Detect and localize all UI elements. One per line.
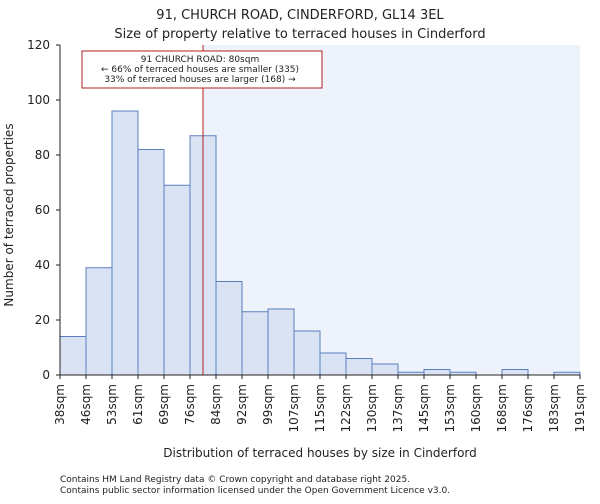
chart-title: 91, CHURCH ROAD, CINDERFORD, GL14 3EL [156,8,444,23]
y-tick-label: 80 [35,148,50,162]
bar-61sqm [137,149,165,376]
x-axis-label: Distribution of terraced houses by size … [163,446,477,460]
bar-69sqm [163,184,191,376]
bar-84sqm [215,281,243,376]
bar-53sqm [111,110,139,376]
bar-130sqm [371,363,399,376]
x-tick-label: 130sqm [365,384,379,432]
x-tick-label: 191sqm [573,384,587,432]
x-tick-label: 76sqm [183,384,197,425]
bar-38sqm [59,336,87,376]
x-tick-label: 168sqm [495,384,509,432]
y-axis-label: Number of terraced properties [2,123,16,306]
annotation-box: 91 CHURCH ROAD: 80sqm ← 66% of terraced … [81,50,323,89]
bar-168sqm [501,369,529,376]
x-tick-label: 84sqm [209,384,223,425]
annotation-line-2: ← 66% of terraced houses are smaller (33… [101,65,299,75]
y-tick-label: 100 [27,93,50,107]
x-tick-label: 107sqm [287,384,301,432]
bar-122sqm [345,358,373,376]
annotation-line-3: 33% of terraced houses are larger (168) … [104,75,296,85]
bar-99sqm [267,308,295,376]
x-tick-label: 122sqm [339,384,353,432]
y-tick-label: 60 [35,203,50,217]
footer-line-1: Contains HM Land Registry data © Crown c… [60,475,410,485]
bar-145sqm [423,369,451,376]
x-tick-label: 99sqm [261,384,275,425]
bar-92sqm [241,311,269,376]
x-tick-label: 92sqm [235,384,249,425]
x-tick-label: 46sqm [79,384,93,425]
x-tick-label: 69sqm [157,384,171,425]
x-tick-label: 38sqm [53,384,67,425]
x-tick-label: 115sqm [313,384,327,432]
annotation-border [81,50,323,89]
x-tick-label: 61sqm [131,384,145,425]
y-tick-label: 120 [27,38,50,52]
chart-subtitle: Size of property relative to terraced ho… [114,27,485,42]
bar-46sqm [85,267,113,376]
annotation-line-1: 91 CHURCH ROAD: 80sqm [141,55,259,65]
x-tick-label: 53sqm [105,384,119,425]
x-tick-label: 145sqm [417,384,431,432]
y-ticks-group: 0 20 40 60 80 100 120 [27,38,60,382]
bar-107sqm [293,330,321,376]
y-tick-label: 40 [35,258,50,272]
footer-line-2: Contains public sector information licen… [60,486,450,496]
x-ticks-group: 38sqm 46sqm 53sqm 61sqm 69sqm 76sqm 84sqm 92sqm… [53,375,587,432]
bar-115sqm [319,352,347,376]
x-tick-label: 137sqm [391,384,405,432]
y-tick-label: 0 [42,368,50,382]
x-tick-label: 153sqm [443,384,457,432]
x-tick-label: 183sqm [547,384,561,432]
y-tick-label: 20 [35,313,50,327]
x-tick-label: 160sqm [469,384,483,432]
x-tick-label: 176sqm [521,384,535,432]
